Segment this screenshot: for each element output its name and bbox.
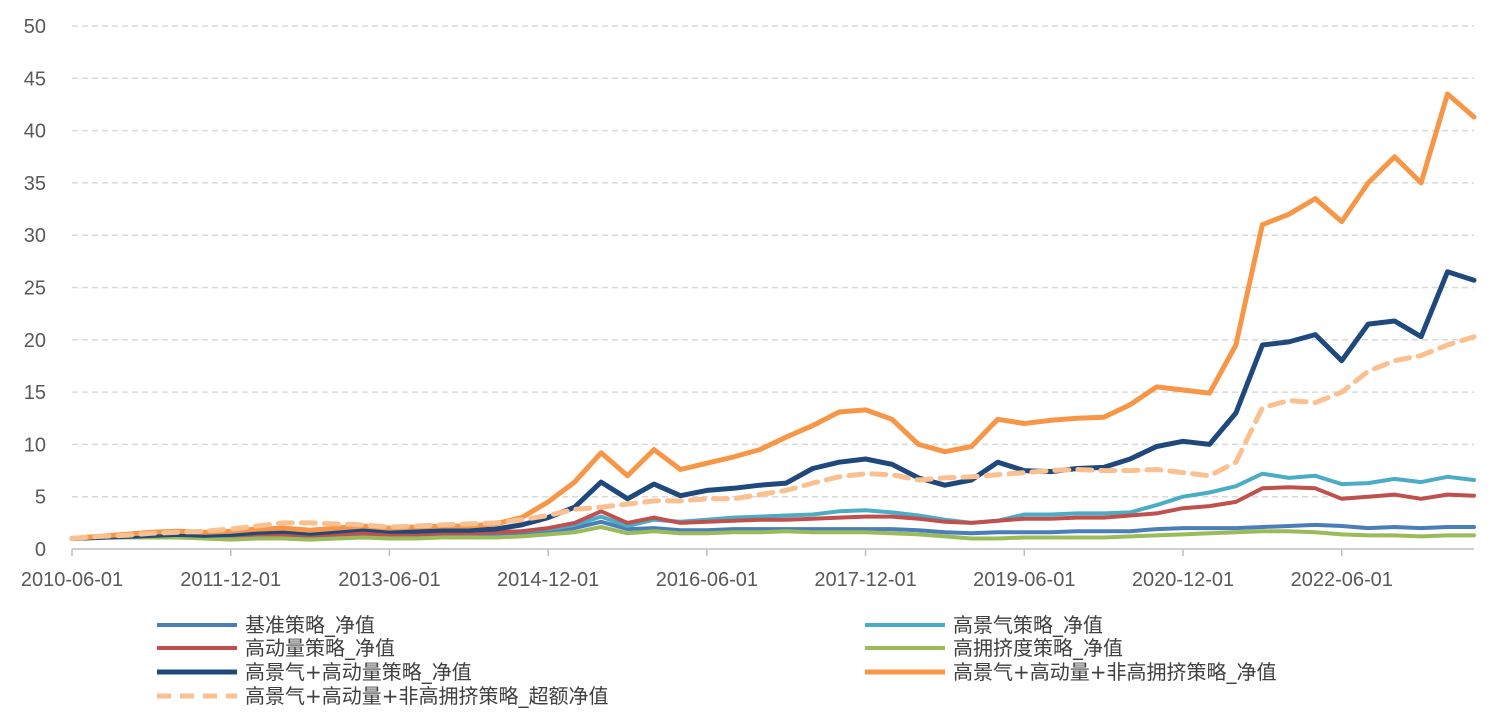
series-line-6 [69, 334, 1477, 541]
x-tick-label: 2019-06-01 [973, 569, 1075, 591]
legend-label: 高景气+高动量策略_净值 [245, 660, 472, 684]
legend-label: 高动量策略_净值 [245, 636, 395, 660]
y-tick-label: 5 [35, 487, 46, 509]
legend-label: 高拥挤度策略_净值 [953, 636, 1123, 660]
x-tick-label: 2016-06-01 [656, 569, 758, 591]
legend-label: 高景气+高动量+非高拥挤策略_超额净值 [245, 684, 609, 708]
x-tick-label: 2022-06-01 [1291, 569, 1393, 591]
series-line-5 [69, 91, 1477, 541]
y-tick-label: 0 [35, 539, 46, 561]
x-tick-label: 2014-12-01 [497, 569, 599, 591]
gridlines [72, 25, 1474, 498]
y-tick-label: 50 [24, 16, 46, 38]
y-tick-label: 30 [24, 225, 46, 247]
y-tick-label: 20 [24, 330, 46, 352]
x-tick-label: 2010-06-01 [21, 569, 123, 591]
legend-label: 高景气+高动量+非高拥挤策略_净值 [953, 660, 1277, 684]
x-tick-label: 2017-12-01 [814, 569, 916, 591]
series-line-3 [70, 525, 1476, 542]
series-line-4 [69, 269, 1477, 541]
y-tick-label: 10 [24, 434, 46, 456]
legend-label: 基准策略_净值 [245, 613, 375, 637]
x-tick-label: 2013-06-01 [338, 569, 440, 591]
series-lines [69, 91, 1477, 542]
axes: 0 5 10 15 20 25 30 35 40 45 50 2010-06-01 2011-12-01… [21, 16, 1474, 591]
y-tick-label: 15 [24, 382, 46, 404]
y-tick-label: 25 [24, 278, 46, 300]
y-tick-label: 40 [24, 121, 46, 143]
y-tick-label: 45 [24, 68, 46, 90]
legend-label: 高景气策略_净值 [953, 613, 1103, 637]
x-tick-label: 2020-12-01 [1132, 569, 1234, 591]
y-tick-label: 35 [24, 173, 46, 195]
x-tick-label: 2011-12-01 [180, 569, 281, 591]
